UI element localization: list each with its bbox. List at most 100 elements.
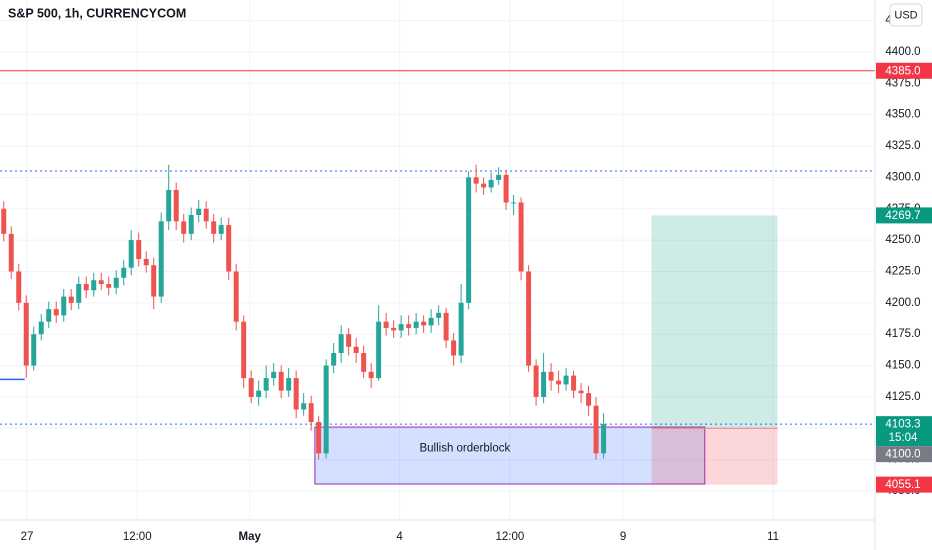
y-tick-label: 4125.0 xyxy=(885,391,920,403)
loss-zone xyxy=(651,428,778,485)
candle-body xyxy=(76,284,82,303)
candle-body xyxy=(106,284,112,288)
chart-title: S&P 500, 1h, CURRENCYCOM xyxy=(8,6,186,20)
candle-body xyxy=(353,346,359,354)
candle-body xyxy=(556,380,562,385)
candle-body xyxy=(203,208,209,222)
level-tag-bg xyxy=(876,62,932,79)
candle-body xyxy=(428,317,434,326)
orderblock-label: Bullish orderblock xyxy=(419,443,510,455)
candle-body xyxy=(293,378,299,410)
candle-body xyxy=(526,271,532,366)
candle-body xyxy=(286,378,292,391)
candle-body xyxy=(308,403,314,423)
candle-body xyxy=(338,334,344,354)
y-tick-label: 4350.0 xyxy=(885,109,920,121)
candle-body xyxy=(391,327,397,331)
candle-body xyxy=(413,321,419,328)
candle-body xyxy=(406,324,412,328)
candle-body xyxy=(218,225,224,234)
candle-body xyxy=(541,371,547,397)
y-tick-label: 4375.0 xyxy=(885,77,920,89)
candle-body xyxy=(398,324,404,331)
candle-body xyxy=(571,375,577,391)
x-tick-label: 27 xyxy=(21,531,34,543)
candle-body xyxy=(226,225,232,272)
candle-body xyxy=(451,340,457,356)
candle-body xyxy=(383,321,389,328)
y-tick-label: 4400.0 xyxy=(885,46,920,58)
x-tick-label: 12:00 xyxy=(495,531,524,543)
candle-body xyxy=(473,177,479,184)
candle-body xyxy=(38,321,44,335)
candle-body xyxy=(496,174,502,180)
candle-body xyxy=(443,312,449,341)
candle-body xyxy=(323,365,329,454)
target-tag: 4269.7 xyxy=(885,210,920,222)
candle-body xyxy=(331,353,337,366)
currency-button[interactable] xyxy=(889,3,923,27)
candle-body xyxy=(61,296,67,316)
y-tick-label: 4225.0 xyxy=(885,266,920,278)
candle-body xyxy=(518,202,524,272)
candle-body xyxy=(91,280,97,291)
last-price-tag-bg xyxy=(876,416,932,447)
candle-body xyxy=(421,321,427,326)
candle-body xyxy=(578,390,584,394)
candle-body xyxy=(68,296,74,303)
time-axis-bg xyxy=(0,520,875,550)
countdown: 15:04 xyxy=(889,432,918,444)
candle-body xyxy=(31,334,37,366)
candle-body xyxy=(166,189,172,222)
candle-body xyxy=(376,321,382,379)
candle-body xyxy=(151,265,157,297)
x-tick-label: 12:00 xyxy=(123,531,152,543)
candle-body xyxy=(301,403,307,410)
y-tick-label: 4150.0 xyxy=(885,360,920,372)
last-price-tag: 4103.3 xyxy=(885,419,920,431)
stop-tag-bg xyxy=(876,476,932,493)
candle-body xyxy=(121,267,127,278)
candle-body xyxy=(196,208,202,216)
candle-body xyxy=(248,378,254,397)
candle-body xyxy=(488,179,494,188)
y-tick-label: 4300.0 xyxy=(885,171,920,183)
y-tick-label: 4200.0 xyxy=(885,297,920,309)
candle-body xyxy=(466,177,472,303)
candle-body xyxy=(511,202,517,204)
level-tag: 4385.0 xyxy=(885,65,920,77)
orderblock xyxy=(314,426,706,485)
candle-body xyxy=(173,189,179,222)
y-tick-label: 4175.0 xyxy=(885,328,920,340)
candle-body xyxy=(16,271,22,303)
candle-body xyxy=(586,393,592,406)
candle-body xyxy=(211,221,217,234)
candle-body xyxy=(361,353,367,372)
x-tick-label: May xyxy=(238,531,261,543)
candle-body xyxy=(241,321,247,379)
candle-body xyxy=(368,371,374,379)
candle-body xyxy=(158,221,164,297)
candle-body xyxy=(98,280,104,285)
candle-body xyxy=(563,375,569,385)
candle-body xyxy=(233,271,239,322)
currency-label[interactable]: USD xyxy=(894,9,917,21)
candle-body xyxy=(1,208,7,234)
x-tick-label: 4 xyxy=(396,531,403,543)
candle-body xyxy=(256,390,262,397)
candle-body xyxy=(263,378,269,391)
candle-body xyxy=(113,277,119,288)
candle-body xyxy=(128,240,134,268)
candle-body xyxy=(503,174,509,203)
stop-tag: 4055.1 xyxy=(885,479,920,491)
candle-body xyxy=(188,215,194,234)
x-tick-label: 11 xyxy=(767,531,779,543)
y-tick-label: 4250.0 xyxy=(885,234,920,246)
candle-body xyxy=(143,258,149,266)
candle-body xyxy=(458,302,464,356)
candle-body xyxy=(436,312,442,318)
candle-body xyxy=(548,371,554,381)
candle-body xyxy=(181,221,187,234)
